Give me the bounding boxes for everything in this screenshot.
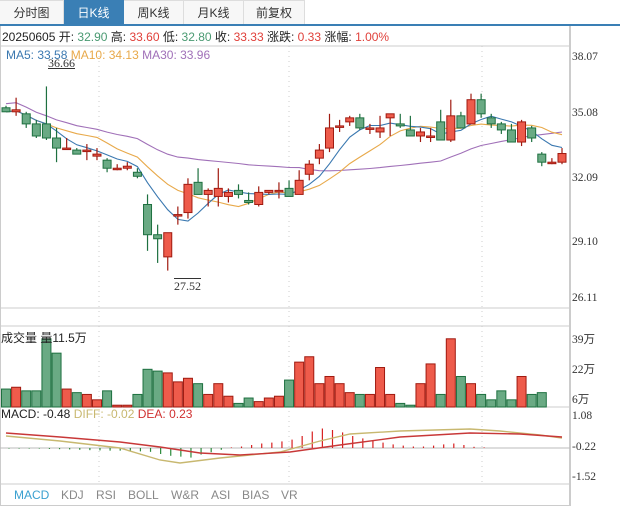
macd-legend: MACD: -0.48 DIFF: -0.02 DEA: 0.23 [1,407,192,421]
price-tick: 29.10 [572,236,598,248]
min-price-annotation: 27.52 [174,279,201,293]
y-axis-column [570,26,620,506]
price-tick: 38.07 [572,51,598,63]
indicator-tab-bias[interactable]: BIAS [242,488,270,502]
macd-tick: -0.22 [572,441,596,453]
indicator-tab-boll[interactable]: BOLL [128,488,159,502]
indicator-tab-macd[interactable]: MACD [14,488,50,502]
date: 20250605 [2,30,56,44]
tab-weekly-k[interactable]: 周K线 [124,0,184,24]
pct-value: 1.00% [355,30,390,44]
indicator-tab-rsi[interactable]: RSI [96,488,117,502]
price-tick: 35.08 [572,107,598,119]
ma5-legend: MA5: 33.58 [6,48,68,62]
high-label: 高: [110,30,127,44]
indicator-tab-wr[interactable]: W&R [171,488,199,502]
dea-value: DEA: 0.23 [137,407,193,421]
low-value: 32.80 [181,30,212,44]
high-value: 33.60 [129,30,160,44]
macd-tick: -1.52 [572,471,596,483]
ohlc-info-bar: 20250605 开: 32.90 高: 33.60 低: 32.80 收: 3… [2,28,389,45]
volume-tick: 6万 [572,394,590,406]
open-value: 32.90 [77,30,108,44]
tab-monthly-k[interactable]: 月K线 [184,0,244,24]
open-label: 开: [58,30,75,44]
close-label: 收: [214,30,231,44]
volume-tick: 22万 [572,364,595,376]
tab-forward-adjusted[interactable]: 前复权 [244,0,305,24]
tab-intraday[interactable]: 分时图 [0,0,64,24]
pct-label: 涨幅: [324,30,352,44]
change-value: 0.33 [297,30,322,44]
max-price-annotation: 36.66 [48,56,75,70]
indicator-tab-vr[interactable]: VR [281,488,298,502]
ma-legend: MA5: 33.58 MA10: 34.13 MA30: 33.96 [6,48,210,62]
volume-tick: 39万 [572,334,595,346]
period-tabs: 分时图 日K线 周K线 月K线 前复权 [0,0,620,26]
low-label: 低: [162,30,179,44]
indicator-tab-asi[interactable]: ASI [211,488,231,502]
price-tick: 32.09 [572,172,598,184]
change-label: 涨跌: [266,30,295,44]
diff-value: DIFF: -0.02 [73,407,135,421]
tab-daily-k[interactable]: 日K线 [64,0,124,24]
volume-label: 成交量 量11.5万 [1,331,87,345]
tab-bar-filler [305,0,620,24]
price-tick: 26.11 [572,292,598,304]
ma10-legend: MA10: 34.13 [70,48,139,62]
macd-tick: 1.08 [572,410,593,422]
ma30-legend: MA30: 33.96 [142,48,211,62]
close-value: 33.33 [233,30,264,44]
indicator-tab-kdj[interactable]: KDJ [61,488,84,502]
macd-value: MACD: -0.48 [1,407,71,421]
